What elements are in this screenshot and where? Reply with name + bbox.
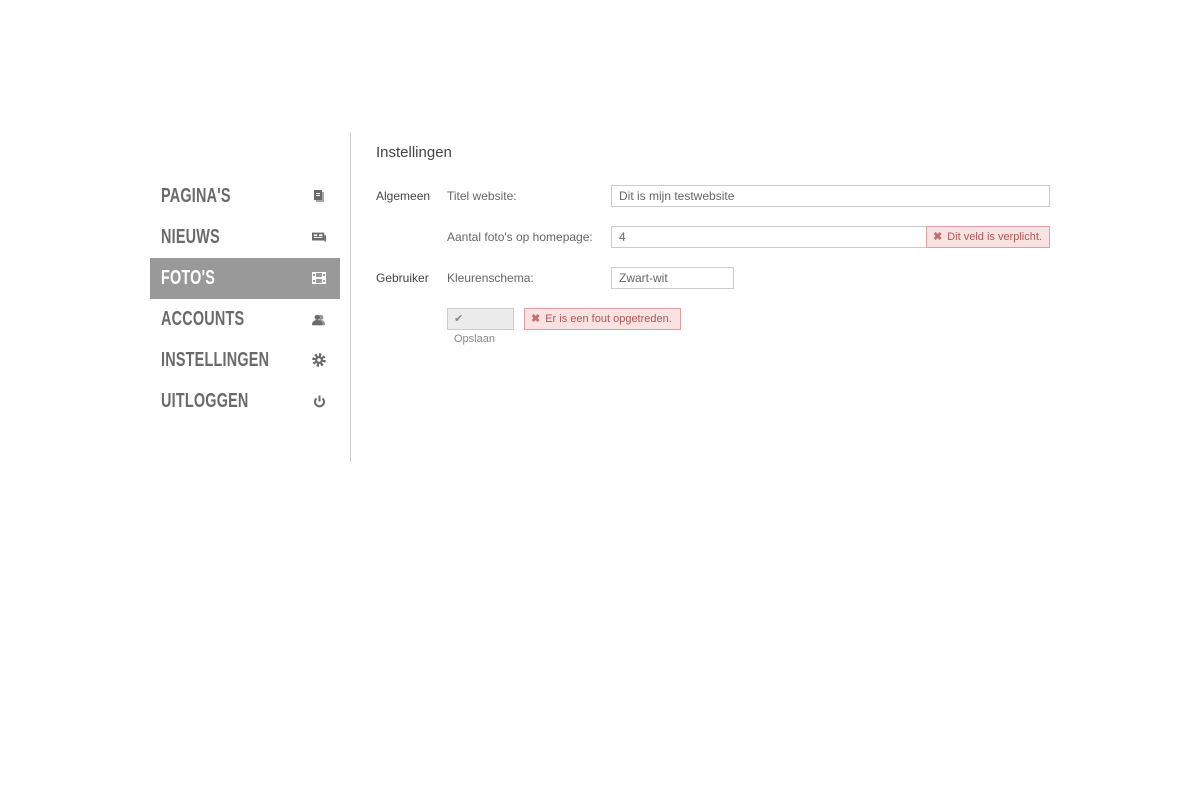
form-error-message: ✖ Er is een fout opgetreden. xyxy=(524,308,681,330)
pages-icon xyxy=(312,188,326,204)
field-error-text: Dit veld is verplicht. xyxy=(947,231,1042,243)
save-button-label: Opslaan xyxy=(454,333,495,345)
color-scheme-label: Kleurenschema: xyxy=(447,271,534,285)
site-title-label: Titel website: xyxy=(447,189,517,203)
photo-count-input[interactable] xyxy=(611,226,927,248)
sidebar-divider xyxy=(350,133,351,462)
error-x-icon: ✖ xyxy=(531,313,541,325)
page-title: Instellingen xyxy=(376,144,452,161)
group-label-gebruiker: Gebruiker xyxy=(376,271,429,285)
site-title-input[interactable] xyxy=(611,185,1050,207)
sidebar-item-label: INSTELLINGEN xyxy=(161,349,270,371)
power-icon xyxy=(312,393,326,409)
form-error-text: Er is een fout opgetreden. xyxy=(545,313,672,325)
error-x-icon: ✖ xyxy=(933,231,943,243)
sidebar-item-label: NIEUWS xyxy=(161,226,220,248)
users-icon xyxy=(312,311,326,327)
field-error-message: ✖ Dit veld is verplicht. xyxy=(926,226,1050,248)
sidebar-item-label: FOTO'S xyxy=(161,267,216,289)
color-scheme-input[interactable] xyxy=(611,267,734,289)
group-label-algemeen: Algemeen xyxy=(376,189,431,203)
sidebar-item-instellingen[interactable]: INSTELLINGEN xyxy=(150,340,340,381)
film-icon xyxy=(312,270,326,286)
gear-icon xyxy=(312,352,326,368)
sidebar-item-uitloggen[interactable]: UITLOGGEN xyxy=(150,381,340,422)
sidebar-item-nieuws[interactable]: NIEUWS xyxy=(150,217,340,258)
sidebar-item-label: ACCOUNTS xyxy=(161,308,245,330)
sidebar-item-label: PAGINA'S xyxy=(161,185,231,207)
sidebar: PAGINA'S NIEUWS FOTO'S ACCOUNTS INSTELLI… xyxy=(150,176,340,422)
check-icon: ✔ xyxy=(454,313,464,325)
save-button[interactable]: ✔ Opslaan xyxy=(447,308,514,345)
news-icon xyxy=(312,229,326,245)
sidebar-item-fotos[interactable]: FOTO'S xyxy=(150,258,340,299)
sidebar-item-paginas[interactable]: PAGINA'S xyxy=(150,176,340,217)
sidebar-item-label: UITLOGGEN xyxy=(161,390,249,412)
sidebar-item-accounts[interactable]: ACCOUNTS xyxy=(150,299,340,340)
photo-count-label: Aantal foto's op homepage: xyxy=(447,230,593,244)
